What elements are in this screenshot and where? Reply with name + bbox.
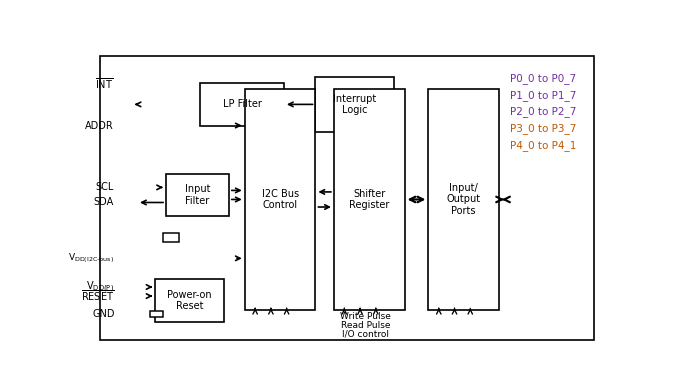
- Bar: [334, 89, 405, 310]
- Text: $\mathrm{V_{DD(P)}}$: $\mathrm{V_{DD(P)}}$: [87, 279, 114, 295]
- Text: SCL: SCL: [95, 182, 114, 192]
- Text: Shifter
Register: Shifter Register: [349, 189, 389, 210]
- Bar: [429, 89, 499, 310]
- Bar: [315, 77, 394, 132]
- Text: $\overline{\mathrm{INT}}$: $\overline{\mathrm{INT}}$: [95, 76, 114, 91]
- Bar: [200, 83, 284, 125]
- Bar: [150, 311, 163, 318]
- Bar: [166, 174, 229, 216]
- Text: P0_0 to P0_7: P0_0 to P0_7: [510, 73, 575, 84]
- Text: $\mathrm{V_{DD(I2C\text{-}bus)}}$: $\mathrm{V_{DD(I2C\text{-}bus)}}$: [68, 251, 114, 265]
- Text: P1_0 to P1_7: P1_0 to P1_7: [510, 90, 576, 101]
- Text: P2_0 to P2_7: P2_0 to P2_7: [510, 107, 576, 117]
- Text: $\overline{\mathrm{RESET}}$: $\overline{\mathrm{RESET}}$: [81, 289, 114, 303]
- Bar: [244, 89, 315, 310]
- Text: Power-on
Reset: Power-on Reset: [167, 290, 212, 311]
- Text: Input
Filter: Input Filter: [185, 184, 210, 206]
- Bar: [163, 233, 179, 242]
- Text: GND: GND: [92, 309, 114, 319]
- Text: I2C Bus
Control: I2C Bus Control: [261, 189, 299, 210]
- Text: Write Pulse: Write Pulse: [340, 312, 391, 321]
- Text: SDA: SDA: [93, 198, 114, 207]
- Text: ADDR: ADDR: [85, 120, 114, 131]
- Text: Input/
Output
Ports: Input/ Output Ports: [447, 183, 481, 216]
- Bar: [156, 279, 223, 322]
- Text: P4_0 to P4_1: P4_0 to P4_1: [510, 140, 576, 151]
- Text: I/O control: I/O control: [342, 330, 389, 339]
- Text: P3_0 to P3_7: P3_0 to P3_7: [510, 123, 576, 134]
- Text: Interrupt
Logic: Interrupt Logic: [333, 94, 376, 115]
- Text: Read Pulse: Read Pulse: [341, 321, 390, 330]
- Text: LP Filter: LP Filter: [223, 100, 261, 109]
